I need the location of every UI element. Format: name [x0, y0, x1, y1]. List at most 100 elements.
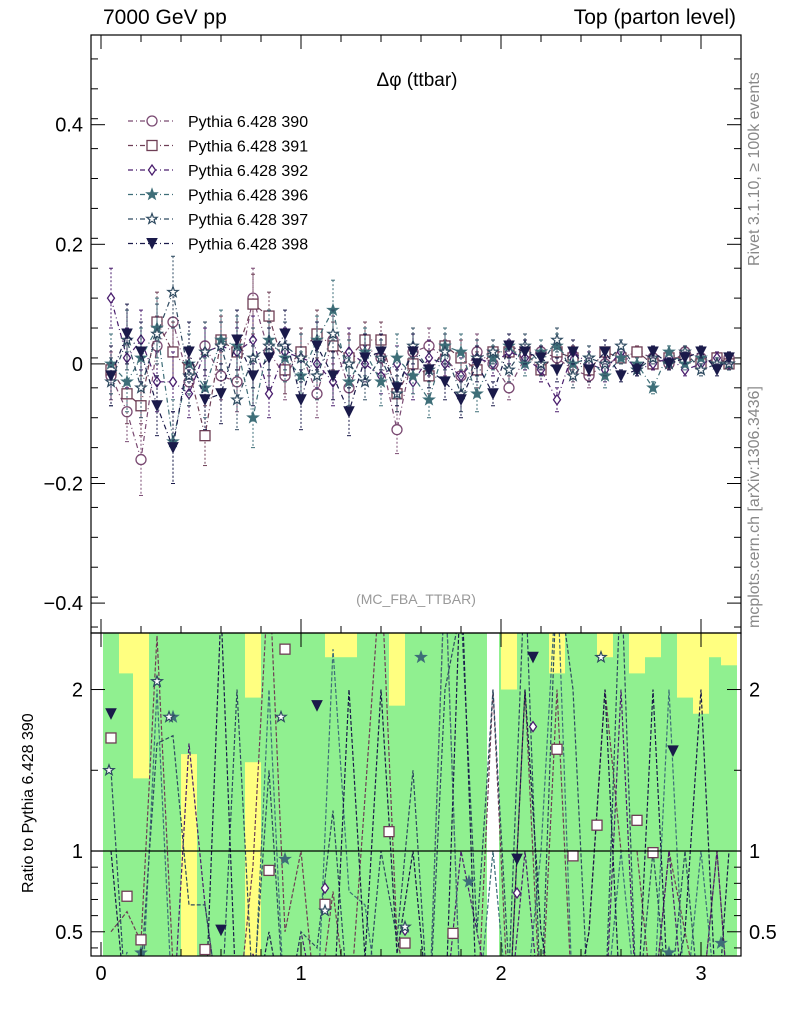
- legend-marker: [145, 211, 159, 225]
- ytick-label: 0.2: [55, 234, 83, 256]
- data-point: [358, 374, 372, 388]
- data-point: [230, 392, 244, 406]
- ratio-band-inner: [309, 633, 325, 956]
- data-point: [121, 328, 133, 341]
- ratio-marker: [279, 643, 291, 655]
- ratio-ytick-label: 0.5: [55, 922, 83, 944]
- data-point: [582, 350, 596, 364]
- ratio-band-gap: [491, 633, 499, 956]
- ytick-label: −0.4: [44, 593, 83, 615]
- ratio-marker: [135, 934, 147, 946]
- data-point: [246, 350, 260, 364]
- legend: Pythia 6.428 390 Pythia 6.428 391 Pythia 6…: [128, 114, 308, 254]
- data-point: [246, 410, 260, 424]
- legend-label: Pythia 6.428 397: [188, 212, 308, 229]
- ratio-marker: [311, 700, 323, 712]
- data-point: [455, 394, 467, 406]
- data-point: [231, 334, 243, 347]
- ratio-marker: [320, 882, 330, 895]
- data-point: [663, 358, 675, 371]
- data-point: [247, 298, 259, 310]
- data-point: [598, 356, 612, 370]
- ratio-ytick-label: 2: [72, 680, 83, 702]
- data-point: [502, 362, 516, 376]
- ratio-marker: [105, 732, 117, 744]
- data-point: [198, 344, 212, 358]
- data-point: [326, 326, 340, 340]
- series-6: [105, 303, 735, 484]
- ratio-marker: [318, 903, 332, 917]
- ratio-panel: 0.5 0.5 1 1 2 2 0 1 2 3: [55, 632, 777, 985]
- ratio-band-inner: [661, 633, 677, 956]
- ratio-marker: [399, 937, 411, 949]
- data-point: [375, 346, 387, 359]
- legend-marker: [146, 238, 158, 250]
- series-line: [110, 297, 730, 460]
- data-point: [374, 374, 388, 388]
- header-right: Top (parton level): [573, 6, 736, 29]
- data-point: [566, 356, 580, 370]
- data-point: [519, 346, 531, 359]
- data-point: [518, 356, 532, 370]
- data-point: [342, 356, 356, 370]
- ratio-band-inner: [501, 689, 517, 956]
- data-point: [470, 386, 484, 400]
- ratio-marker: [105, 708, 117, 720]
- data-point: [535, 352, 547, 365]
- ratio-marker: [662, 945, 676, 956]
- data-point: [695, 346, 707, 359]
- ratio-marker: [527, 651, 539, 664]
- data-point: [711, 364, 723, 376]
- ratio-band-inner: [565, 633, 581, 956]
- ratio-marker: [263, 864, 275, 877]
- ratio-marker: [567, 850, 579, 862]
- series-line: [110, 303, 730, 436]
- ratio-marker: [274, 709, 288, 723]
- ratio-bands: [103, 633, 737, 956]
- data-point: [599, 346, 611, 359]
- ratio-marker: [528, 720, 538, 733]
- data-point: [662, 344, 676, 358]
- legend-label: Pythia 6.428 398: [188, 237, 308, 254]
- data-point: [106, 291, 116, 305]
- data-point: [438, 344, 452, 358]
- ratio-marker: [631, 814, 643, 826]
- data-point: [631, 346, 643, 358]
- legend-marker: [145, 187, 159, 201]
- data-point: [247, 370, 259, 382]
- ratio-marker: [512, 886, 522, 900]
- data-point: [723, 352, 735, 365]
- ratio-marker: [150, 674, 164, 688]
- data-point: [503, 340, 515, 353]
- data-point: [567, 346, 579, 359]
- data-point: [135, 453, 147, 466]
- ytick-label: −0.2: [44, 474, 83, 496]
- ratio-marker: [121, 890, 133, 902]
- ratio-band-inner: [341, 657, 357, 956]
- data-point: [120, 374, 134, 388]
- ratio-band-inner: [645, 657, 661, 956]
- legend-label: Pythia 6.428 396: [188, 188, 308, 205]
- data-point: [105, 370, 117, 382]
- data-point: [583, 364, 595, 376]
- xtick-label: 1: [295, 963, 306, 985]
- data-point: [694, 362, 708, 376]
- ratio-marker: [162, 709, 176, 723]
- data-point: [552, 393, 562, 406]
- ratio-marker: [398, 919, 412, 933]
- data-point: [391, 382, 403, 394]
- ytick-label: 0: [72, 354, 83, 376]
- legend-marker: [146, 139, 158, 152]
- ratio-band-inner: [181, 633, 197, 755]
- ytick-label: 0.4: [55, 115, 83, 137]
- data-point: [214, 338, 228, 352]
- legend-label: Pythia 6.428 392: [188, 163, 308, 180]
- series-line: [110, 297, 730, 402]
- ratio-ytick-label-right: 0.5: [749, 922, 777, 944]
- data-point: [199, 394, 211, 406]
- data-point: [423, 364, 435, 376]
- series-line: [110, 289, 729, 402]
- data-point: [263, 352, 275, 365]
- ratio-band-inner: [389, 705, 405, 956]
